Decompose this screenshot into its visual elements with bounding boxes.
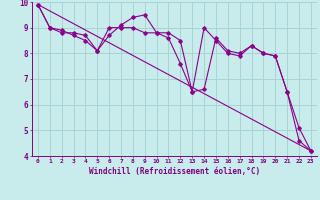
X-axis label: Windchill (Refroidissement éolien,°C): Windchill (Refroidissement éolien,°C) xyxy=(89,167,260,176)
